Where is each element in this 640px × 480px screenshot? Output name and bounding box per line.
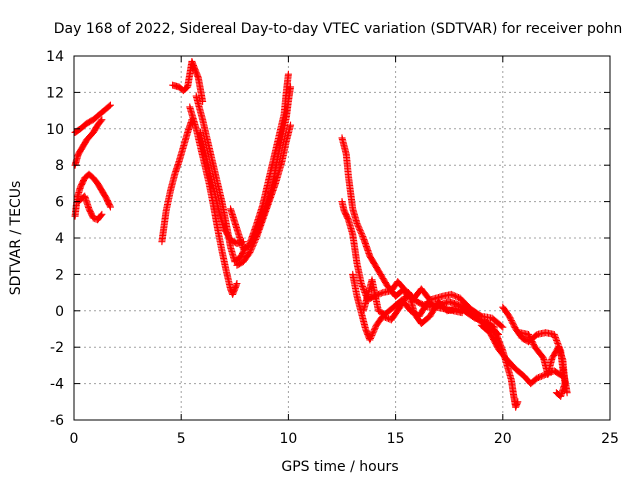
- y-tick-label: 8: [55, 158, 64, 174]
- series-arc-3-fall-a: [192, 92, 250, 266]
- x-tick-label: 25: [601, 431, 619, 447]
- trace-markers: [360, 277, 465, 319]
- trace-markers: [158, 117, 195, 244]
- series-arc-3-fall-c: [196, 128, 247, 247]
- chart-title: Day 168 of 2022, Sidereal Day-to-day VTE…: [54, 21, 622, 37]
- series-arc-4-rise-b: [233, 121, 295, 269]
- y-tick-label: -6: [50, 413, 64, 429]
- series-arc-5-low: [349, 270, 498, 344]
- grid-lines: [74, 56, 610, 420]
- series-arc-5-mid: [338, 198, 507, 331]
- series-arc-6-loop: [516, 329, 569, 400]
- x-tick-label: 10: [279, 431, 297, 447]
- series-arc-4-rise-c: [246, 70, 292, 247]
- trace-markers: [186, 104, 240, 297]
- trace-markers: [197, 130, 246, 247]
- series-arc-2-lower: [74, 192, 106, 224]
- trace-markers: [72, 102, 113, 136]
- x-tick-label: 0: [70, 431, 79, 447]
- y-tick-label: 2: [55, 267, 64, 283]
- x-tick-label: 20: [494, 431, 512, 447]
- x-tick-label: 15: [387, 431, 405, 447]
- x-tick-label: 5: [177, 431, 186, 447]
- trace-markers: [71, 117, 105, 168]
- data-points: [71, 57, 571, 411]
- y-tick-label: 14: [46, 49, 64, 65]
- series-arc-5-cluster: [359, 276, 466, 320]
- series-arc-1-rise: [71, 116, 106, 169]
- series-arc-6-descend: [490, 325, 522, 411]
- trace-markers: [75, 193, 105, 223]
- x-axis-label: GPS time / hours: [281, 459, 398, 475]
- trace-markers: [71, 171, 114, 219]
- trace-markers: [170, 59, 206, 104]
- trace-markers: [478, 322, 566, 387]
- trace-markers: [349, 272, 497, 343]
- series-arc-3-climb: [158, 116, 196, 246]
- y-axis-label: SDTVAR / TECUs: [8, 181, 24, 296]
- y-tick-label: 6: [55, 195, 64, 211]
- y-tick-label: -4: [50, 377, 64, 393]
- trace-markers: [246, 72, 292, 246]
- trace-markers: [517, 329, 569, 399]
- y-tick-label: 10: [46, 122, 64, 138]
- series-arc-2: [71, 170, 114, 220]
- series-arc-1-upper: [71, 101, 114, 136]
- trace-markers: [234, 123, 294, 269]
- tick-labels: 0 5 10 15 20 25 -6 -4 -2 0 2 4 6 8 10 12 14: [46, 49, 619, 447]
- axis-ticks: [73, 55, 611, 421]
- y-tick-label: 4: [55, 231, 64, 247]
- y-tick-label: 0: [55, 304, 64, 320]
- series-arc-3-peak: [169, 57, 207, 105]
- y-tick-label: -2: [50, 340, 64, 356]
- y-tick-label: 12: [46, 85, 64, 101]
